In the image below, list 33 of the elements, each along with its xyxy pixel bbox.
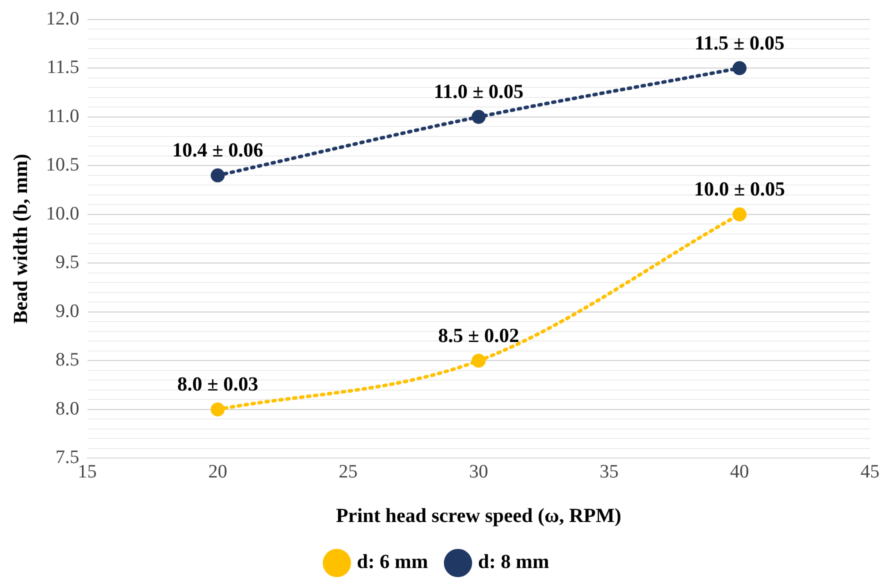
x-tick-label: 20 [208, 462, 228, 483]
x-axis-title: Print head screw speed (ω, RPM) [336, 505, 622, 528]
y-tick-label: 10.5 [46, 154, 80, 176]
y-tick-label: 7.5 [56, 447, 80, 468]
y-tick-label: 9.5 [56, 252, 80, 274]
annotation: 10.4 ± 0.06 [172, 140, 264, 162]
point [210, 402, 225, 416]
point [472, 110, 486, 124]
point [210, 168, 225, 182]
x-tick-label: 45 [860, 462, 880, 483]
y-tick-label: 11.0 [46, 106, 80, 127]
x-tick-label: 25 [338, 462, 358, 483]
annotation: 11.5 ± 0.05 [694, 32, 784, 54]
annotation: 8.0 ± 0.03 [177, 374, 258, 396]
y-axis-title: Bead width (b, mm) [10, 154, 32, 324]
y-tick-label: 8.0 [56, 398, 80, 420]
annotation: 10.0 ± 0.05 [694, 178, 786, 201]
y-tick-label: 8.5 [56, 350, 80, 371]
y-tick-label: 9.0 [56, 300, 80, 322]
point [732, 61, 747, 76]
x-tick-label: 40 [730, 462, 750, 483]
y-tick-label: 12.0 [46, 8, 80, 30]
x-tick-label: 30 [469, 462, 488, 483]
y-tick-label: 11.5 [46, 57, 80, 78]
legend-label: d: 8 mm [478, 551, 550, 574]
x-tick-label: 35 [600, 462, 619, 483]
y-tick-label: 10.0 [46, 203, 80, 224]
annotation: 11.0 ± 0.05 [434, 81, 524, 104]
point [732, 207, 747, 222]
point [472, 354, 486, 368]
annotation: 8.5 ± 0.02 [438, 324, 520, 347]
legend-label: d: 6 mm [356, 551, 428, 574]
x-tick-label: 15 [78, 462, 97, 483]
